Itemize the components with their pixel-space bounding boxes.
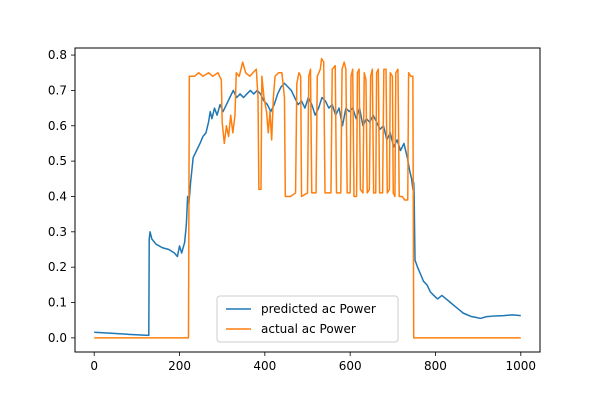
series-line-predicted bbox=[94, 82, 521, 337]
x-tick-label: 800 bbox=[424, 359, 447, 373]
x-tick-label: 600 bbox=[339, 359, 362, 373]
y-tick-label: 0.4 bbox=[48, 189, 67, 203]
x-tick-label: 0 bbox=[90, 359, 98, 373]
series-line-actual bbox=[94, 57, 521, 339]
y-axis: 0.0 0.1 0.2 0.3 0.4 0.5 0.6 0.7 0.8 bbox=[48, 48, 75, 345]
x-tick-label: 1000 bbox=[506, 359, 537, 373]
x-axis: 0 200 400 600 800 1000 bbox=[90, 352, 536, 373]
x-tick-label: 400 bbox=[253, 359, 276, 373]
legend-box bbox=[216, 295, 399, 343]
legend-label-actual: actual ac Power bbox=[261, 322, 356, 336]
y-tick-label: 0.0 bbox=[48, 331, 67, 345]
x-tick-label: 200 bbox=[168, 359, 191, 373]
y-tick-label: 0.8 bbox=[48, 48, 67, 62]
y-tick-label: 0.3 bbox=[48, 225, 67, 239]
y-tick-label: 0.7 bbox=[48, 83, 67, 97]
y-tick-label: 0.5 bbox=[48, 154, 67, 168]
plot-frame bbox=[74, 47, 541, 353]
series-layer bbox=[94, 57, 521, 339]
y-tick-label: 0.6 bbox=[48, 119, 67, 133]
y-tick-label: 0.1 bbox=[48, 296, 67, 310]
y-tick-label: 0.2 bbox=[48, 260, 67, 274]
legend-label-predicted: predicted ac Power bbox=[261, 302, 376, 316]
legend: predicted ac Power actual ac Power bbox=[216, 295, 399, 343]
